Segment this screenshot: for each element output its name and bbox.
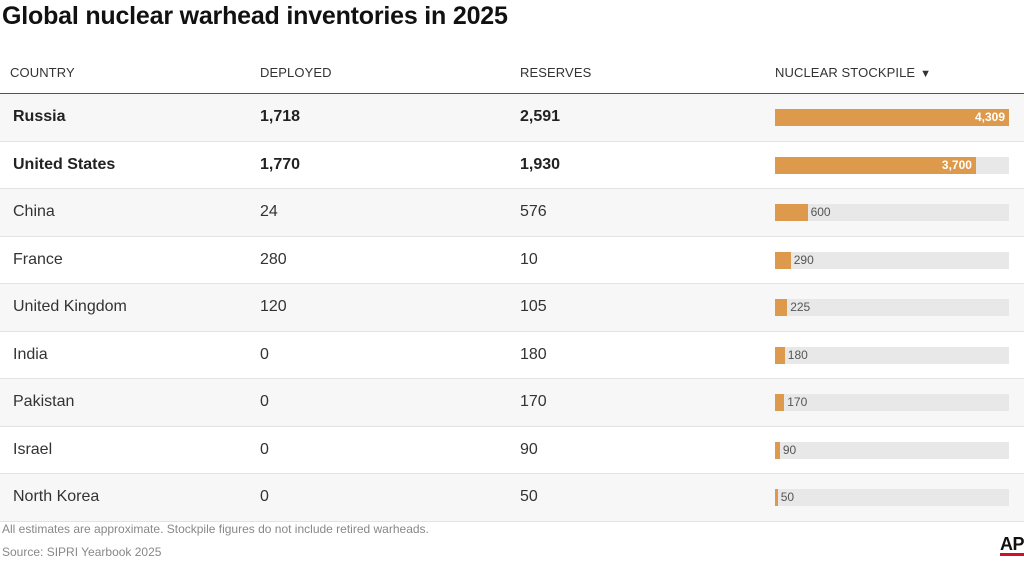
country-cell: Russia	[13, 108, 66, 125]
stockpile-bar	[775, 489, 778, 506]
header-stockpile[interactable]: NUCLEAR STOCKPILE ▼	[775, 65, 931, 80]
table-body: Russia 1,718 2,591 4,309 United States 1,770 1…	[0, 94, 1024, 522]
country-cell: North Korea	[13, 488, 100, 505]
deployed-cell: 1,718	[260, 108, 301, 125]
source-note: Source: SIPRI Yearbook 2025	[2, 545, 162, 559]
deployed-cell: 24	[260, 203, 278, 220]
stockpile-value-label: 4,309	[974, 110, 1005, 124]
footnote: All estimates are approximate. Stockpile…	[2, 522, 429, 536]
stockpile-value-label: 90	[782, 442, 797, 457]
page-title: Global nuclear warhead inventories in 20…	[2, 2, 508, 30]
reserves-cell: 576	[520, 203, 547, 220]
deployed-cell: 1,770	[260, 155, 301, 173]
stockpile-bar	[775, 299, 788, 316]
table-row: France 280 10 290	[0, 237, 1024, 284]
deployed-cell: 0	[260, 393, 269, 410]
reserves-cell: 170	[520, 393, 547, 410]
reserves-cell: 10	[520, 250, 538, 268]
header-reserves[interactable]: RESERVES	[520, 65, 592, 80]
stockpile-bar-track: 3,700	[775, 156, 1009, 174]
stockpile-bar	[775, 346, 785, 364]
table-row: Israel 0 90 90	[0, 427, 1024, 474]
table-row: India 0 180 180	[0, 332, 1024, 379]
stockpile-value-label: 600	[810, 205, 831, 219]
country-cell: Pakistan	[13, 393, 75, 410]
stockpile-bar	[775, 156, 976, 174]
table-row: United Kingdom 120 105 225	[0, 284, 1024, 332]
stockpile-bar-track: 225	[775, 299, 1009, 316]
warhead-table: COUNTRY DEPLOYED RESERVES NUCLEAR STOCKP…	[0, 48, 1024, 522]
country-cell: India	[13, 345, 48, 363]
stockpile-bar-track: 290	[775, 251, 1009, 269]
reserves-cell: 90	[520, 440, 538, 458]
deployed-cell: 280	[260, 250, 287, 268]
header-deployed[interactable]: DEPLOYED	[260, 65, 332, 80]
table-row: Russia 1,718 2,591 4,309	[0, 94, 1024, 142]
country-cell: China	[13, 203, 55, 220]
stockpile-bar-track: 600	[775, 204, 1009, 221]
reserves-cell: 50	[520, 488, 538, 505]
header-stockpile-label: NUCLEAR STOCKPILE	[775, 65, 916, 80]
country-cell: United Kingdom	[13, 298, 127, 315]
deployed-cell: 120	[260, 298, 287, 315]
header-country[interactable]: COUNTRY	[10, 65, 75, 80]
sort-desc-icon: ▼	[920, 68, 932, 80]
table-row: United States 1,770 1,930 3,700	[0, 142, 1024, 189]
deployed-cell: 0	[260, 488, 269, 505]
deployed-cell: 0	[260, 345, 269, 363]
reserves-cell: 105	[520, 298, 547, 315]
reserves-cell: 1,930	[520, 155, 561, 173]
ap-logo: AP	[999, 534, 1024, 556]
stockpile-bar	[775, 251, 791, 269]
table-row: Pakistan 0 170 170	[0, 379, 1024, 427]
stockpile-value-label: 290	[793, 252, 814, 267]
stockpile-bar-track: 90	[775, 441, 1009, 459]
stockpile-bar	[775, 109, 1009, 126]
country-cell: Israel	[13, 440, 53, 458]
stockpile-bar-track: 50	[775, 489, 1009, 506]
stockpile-bar-track: 4,309	[775, 109, 1009, 126]
stockpile-value-label: 3,700	[941, 157, 972, 172]
stockpile-value-label: 170	[787, 395, 808, 409]
stockpile-bar-track: 180	[775, 346, 1009, 364]
stockpile-value-label: 50	[780, 490, 795, 504]
table-header: COUNTRY DEPLOYED RESERVES NUCLEAR STOCKP…	[0, 48, 1024, 94]
table-row: China 24 576 600	[0, 189, 1024, 237]
stockpile-bar-track: 170	[775, 394, 1009, 411]
stockpile-bar	[775, 394, 785, 411]
stockpile-bar	[775, 204, 808, 221]
deployed-cell: 0	[260, 440, 269, 458]
reserves-cell: 2,591	[520, 108, 561, 125]
country-cell: United States	[13, 155, 116, 173]
table-row: North Korea 0 50 50	[0, 474, 1024, 522]
stockpile-value-label: 180	[787, 347, 808, 362]
country-cell: France	[13, 250, 63, 268]
reserves-cell: 180	[520, 345, 547, 363]
stockpile-value-label: 225	[790, 300, 811, 314]
stockpile-bar	[775, 441, 780, 459]
